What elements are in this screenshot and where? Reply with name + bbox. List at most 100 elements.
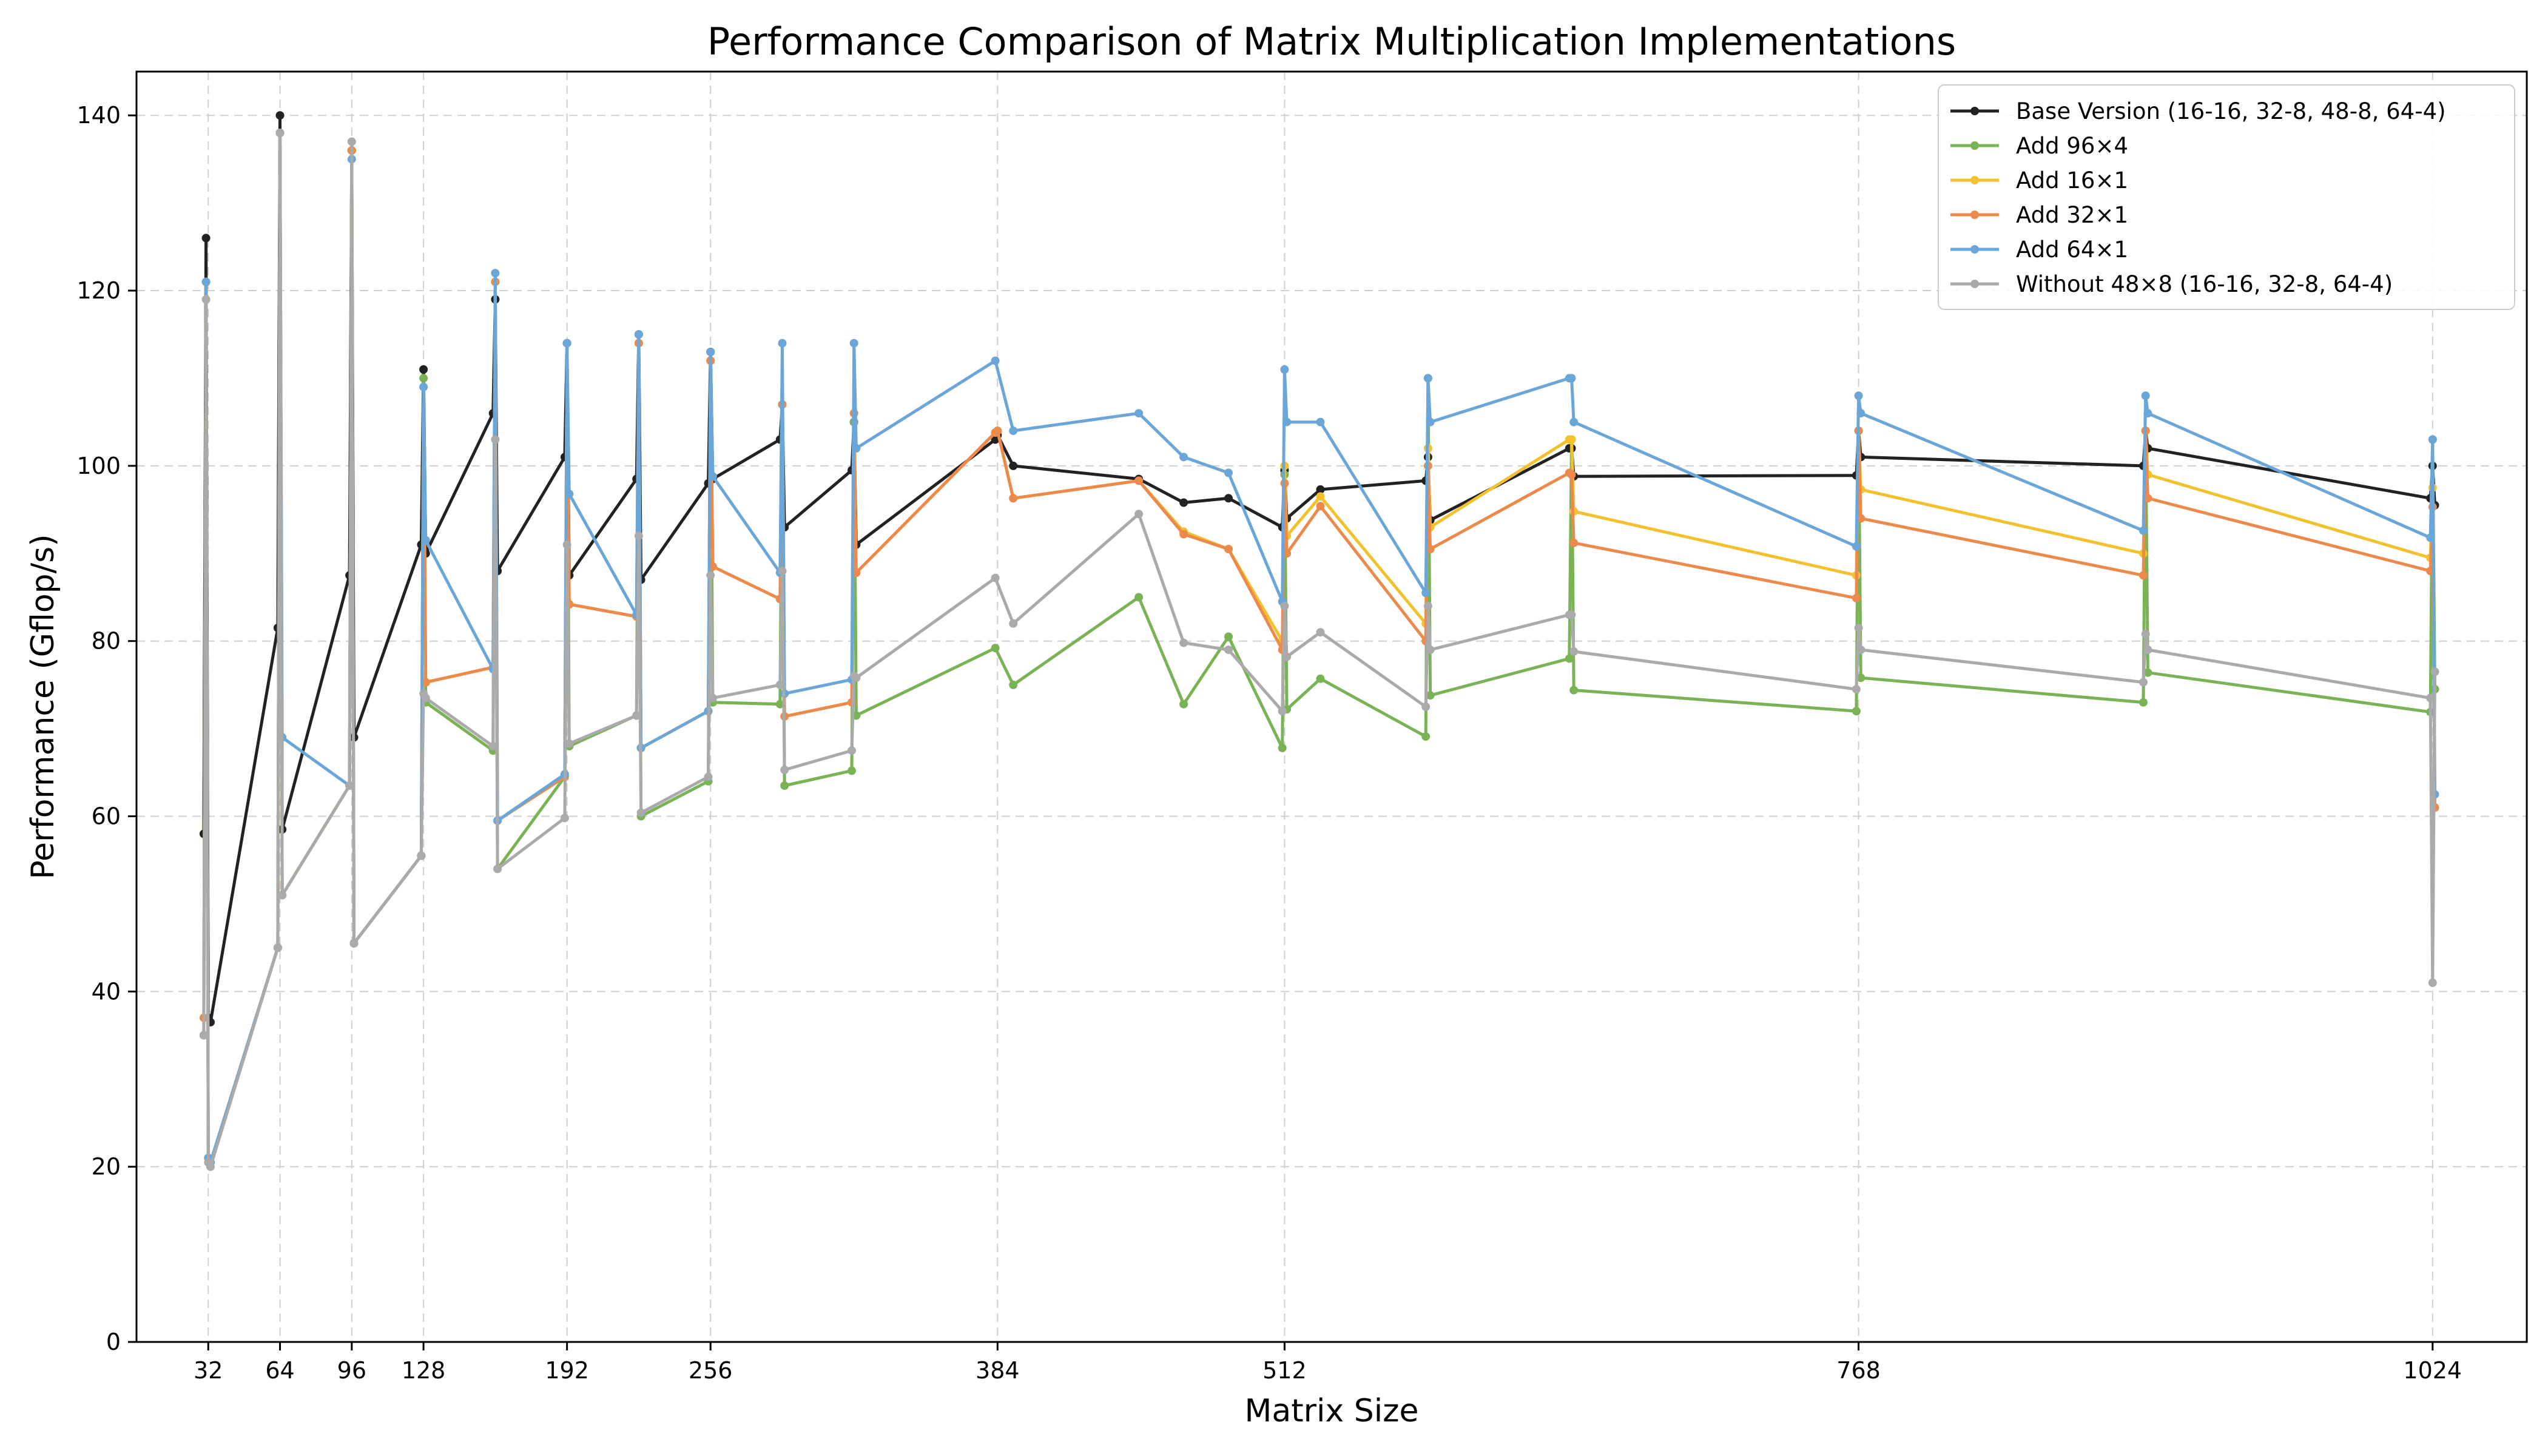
data-point [201, 295, 211, 304]
data-point [1134, 409, 1144, 418]
data-point [1852, 593, 1861, 602]
data-point [1852, 542, 1861, 551]
data-point [2143, 645, 2152, 655]
data-point [852, 568, 861, 577]
data-point [778, 567, 787, 576]
data-point [201, 277, 211, 286]
data-point [1569, 417, 1579, 426]
data-point [1179, 638, 1188, 647]
x-tick-label: 192 [545, 1357, 589, 1384]
legend-entry: Add 96×4 [2016, 133, 2128, 159]
data-point [275, 129, 285, 138]
data-point [2139, 678, 2148, 687]
data-point [1280, 365, 1289, 374]
data-point [1179, 530, 1188, 539]
data-point [345, 781, 354, 790]
data-point [1316, 628, 1325, 637]
data-point [1567, 374, 1576, 383]
data-point [1224, 545, 1233, 554]
data-point [2139, 571, 2148, 580]
data-point [491, 435, 500, 444]
data-point [2426, 693, 2435, 703]
data-point [778, 339, 787, 348]
data-point [493, 864, 502, 874]
data-point [419, 374, 428, 383]
legend-marker [1970, 245, 1979, 254]
data-point [775, 699, 784, 709]
data-point [1423, 374, 1432, 383]
data-point [2141, 391, 2150, 400]
data-point [632, 711, 641, 720]
legend-entry: Add 32×1 [2016, 202, 2128, 228]
data-point [1852, 685, 1861, 694]
data-point [2143, 494, 2152, 503]
data-point [1856, 514, 1866, 523]
data-point [565, 739, 574, 748]
data-point [849, 339, 858, 348]
data-point [852, 444, 861, 453]
legend: Base Version (16-16, 32-8, 48-8, 64-4) Ad… [1938, 84, 2515, 310]
data-point [2428, 435, 2437, 444]
y-tick-label: 20 [92, 1153, 121, 1180]
data-point [1009, 461, 1018, 470]
data-point [1569, 647, 1579, 656]
data-point [1179, 699, 1188, 709]
data-point [278, 891, 287, 900]
data-point [1856, 409, 1866, 418]
data-point [2426, 533, 2435, 542]
data-point [780, 781, 789, 790]
data-point [1009, 680, 1018, 689]
data-point [1423, 601, 1432, 610]
y-tick-label: 100 [76, 453, 121, 479]
data-point [1426, 417, 1435, 426]
data-point [421, 693, 430, 703]
data-point [636, 808, 645, 817]
data-point [419, 365, 428, 374]
legend-box [1938, 84, 2515, 310]
data-point [1852, 707, 1861, 716]
data-point [562, 540, 571, 549]
data-point [1316, 502, 1325, 511]
data-point [2143, 409, 2152, 418]
y-tick-label: 0 [106, 1329, 121, 1355]
data-point [1854, 624, 1863, 632]
data-point [708, 472, 717, 481]
data-point [199, 1031, 208, 1040]
data-point [1854, 391, 1863, 400]
data-point [1224, 645, 1233, 655]
data-point [780, 766, 789, 774]
x-tick-label: 256 [689, 1357, 733, 1384]
data-point [491, 269, 500, 278]
data-point [2139, 698, 2148, 707]
data-point [1856, 673, 1866, 682]
data-point [1134, 476, 1144, 485]
data-point [993, 426, 1002, 436]
legend-marker [1970, 280, 1979, 288]
data-point [417, 851, 426, 860]
legend-entry: Base Version (16-16, 32-8, 48-8, 64-4) [2016, 98, 2446, 124]
data-point [1179, 453, 1188, 462]
data-point [201, 234, 211, 243]
y-tick-label: 60 [92, 803, 121, 830]
x-tick-label: 384 [976, 1357, 1020, 1384]
data-point [1282, 652, 1292, 661]
data-point [1316, 674, 1325, 683]
data-point [708, 693, 717, 703]
data-point [1426, 645, 1435, 655]
legend-marker [1970, 176, 1979, 184]
data-point [1282, 549, 1292, 558]
data-point [1224, 468, 1233, 477]
y-axis-label: Performance (Gflop/s) [25, 534, 61, 879]
data-point [275, 111, 285, 120]
data-point [488, 742, 497, 750]
data-point [1567, 470, 1576, 479]
data-point [1009, 426, 1018, 436]
x-tick-label: 128 [402, 1357, 446, 1384]
data-point [1179, 498, 1188, 507]
data-point [2143, 668, 2152, 677]
data-point [1278, 707, 1287, 716]
data-point [349, 939, 359, 948]
data-point [634, 531, 643, 541]
series-5 [199, 129, 2439, 1171]
chart-title: Performance Comparison of Matrix Multipl… [707, 19, 1956, 64]
